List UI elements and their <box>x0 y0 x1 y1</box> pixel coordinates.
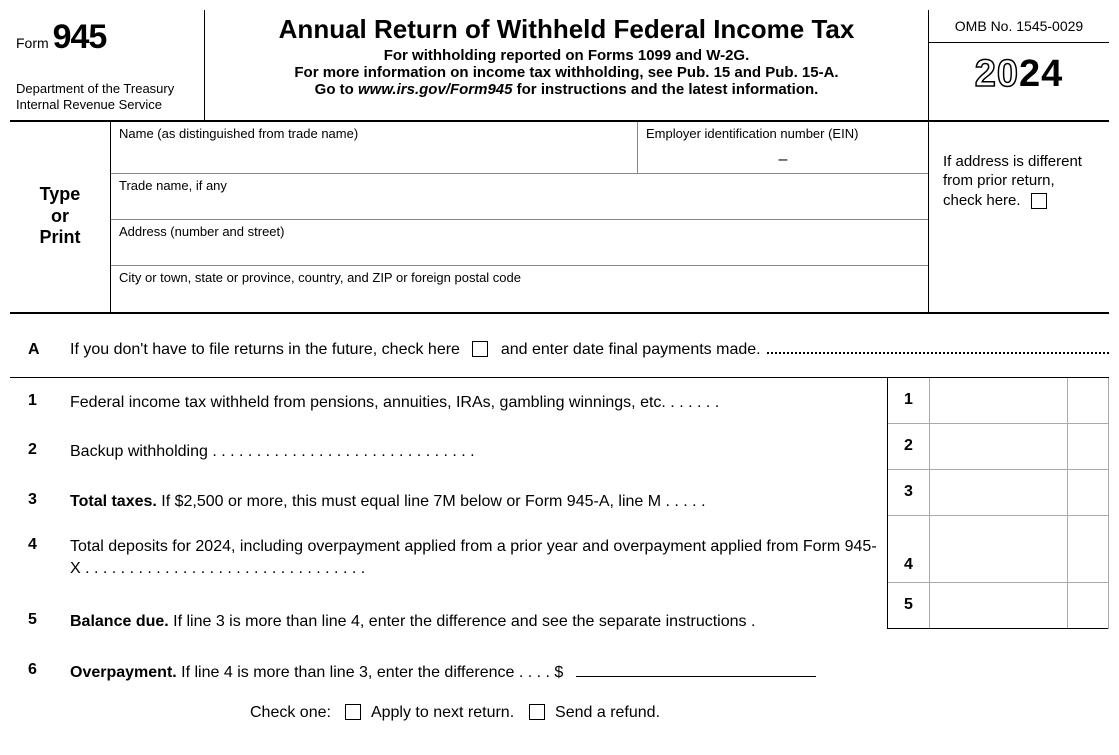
dept-line1: Department of the Treasury <box>16 81 198 97</box>
line-a-pre: If you don't have to file returns in the… <box>70 341 460 358</box>
type-or-print-label: TypeorPrint <box>10 122 110 312</box>
subtitle-1: For withholding reported on Forms 1099 a… <box>215 47 918 64</box>
check-one-label: Check one: <box>250 704 331 721</box>
apply-next-return-checkbox[interactable] <box>345 704 361 720</box>
form-header: Form 945 Department of the Treasury Inte… <box>10 10 1109 122</box>
city-field[interactable]: City or town, state or province, country… <box>111 266 928 312</box>
overpayment-blank[interactable] <box>576 661 816 677</box>
amount-value-1[interactable] <box>930 378 1068 423</box>
line-a-checkbox[interactable] <box>472 341 488 357</box>
amount-value-5[interactable] <box>930 583 1068 628</box>
amount-cell-5: 5 <box>888 583 1108 629</box>
ein-field[interactable]: Employer identification number (EIN) – <box>638 122 928 173</box>
form-number: 945 <box>53 18 107 56</box>
header-mid: Annual Return of Withheld Federal Income… <box>205 10 929 120</box>
amount-cell-3: 3 <box>888 470 1108 516</box>
line-4-num: 4 <box>10 536 70 554</box>
send-refund-label: Send a refund. <box>555 704 660 721</box>
amount-value-4[interactable] <box>930 516 1068 582</box>
line-3-num: 3 <box>10 491 70 509</box>
form-title: Annual Return of Withheld Federal Income… <box>215 14 918 45</box>
address-different-checkbox[interactable] <box>1031 193 1047 209</box>
apply-next-return-label: Apply to next return. <box>371 704 514 721</box>
amount-num-3: 3 <box>888 470 930 515</box>
send-refund-checkbox[interactable] <box>529 704 545 720</box>
amount-value-3[interactable] <box>930 470 1068 515</box>
amount-num-1: 1 <box>888 378 930 423</box>
city-label: City or town, state or province, country… <box>119 270 521 285</box>
amount-cents-1[interactable] <box>1068 378 1108 423</box>
address-field[interactable]: Address (number and street) <box>111 220 928 266</box>
line-a: A If you don't have to file returns in t… <box>10 314 1109 378</box>
trade-name-label: Trade name, if any <box>119 178 227 193</box>
amount-cell-1: 1 <box>888 378 1108 424</box>
line-a-post: and enter date final payments made. <box>501 341 761 358</box>
identity-block: TypeorPrint Name (as distinguished from … <box>10 122 1109 314</box>
ein-label: Employer identification number (EIN) <box>646 126 858 141</box>
name-label: Name (as distinguished from trade name) <box>119 126 358 141</box>
amount-cell-2: 2 <box>888 424 1108 470</box>
dept-block: Department of the Treasury Internal Reve… <box>16 81 198 114</box>
amount-num-2: 2 <box>888 424 930 469</box>
year-suffix: 24 <box>1019 53 1063 95</box>
line-6-text: Overpayment. If line 4 is more than line… <box>70 664 563 681</box>
omb-number: OMB No. 1545-0029 <box>929 10 1109 43</box>
check-one-row: Check one: Apply to next return. Send a … <box>10 698 1109 732</box>
identity-fields: Name (as distinguished from trade name) … <box>110 122 929 312</box>
amount-value-2[interactable] <box>930 424 1068 469</box>
address-different-text: If address is different from prior retur… <box>943 153 1082 209</box>
subtitle-2: For more information on income tax withh… <box>215 64 918 81</box>
form-945: Form 945 Department of the Treasury Inte… <box>10 10 1109 732</box>
amount-cents-2[interactable] <box>1068 424 1108 469</box>
line-6-desc: Overpayment. If line 4 is more than line… <box>70 661 1109 684</box>
lines-block: 1 2 3 4 5 <box>10 378 1109 698</box>
line-a-text: If you don't have to file returns in the… <box>70 341 761 359</box>
line-2-num: 2 <box>10 441 70 459</box>
amount-column: 1 2 3 4 5 <box>887 378 1109 629</box>
amount-num-4: 4 <box>888 516 930 582</box>
header-left: Form 945 Department of the Treasury Inte… <box>10 10 205 120</box>
trade-name-field[interactable]: Trade name, if any <box>111 174 928 220</box>
amount-cents-4[interactable] <box>1068 516 1108 582</box>
amount-cents-3[interactable] <box>1068 470 1108 515</box>
name-field[interactable]: Name (as distinguished from trade name) <box>111 122 638 173</box>
header-right: OMB No. 1545-0029 2024 <box>929 10 1109 120</box>
type-or-print-text: TypeorPrint <box>39 184 80 249</box>
subtitle-3-post: for instructions and the latest informat… <box>512 81 818 98</box>
dept-line2: Internal Revenue Service <box>16 97 198 113</box>
line-1-num: 1 <box>10 392 70 410</box>
subtitle-3-url: www.irs.gov/Form945 <box>358 81 513 98</box>
line-a-letter: A <box>10 341 70 359</box>
amount-cents-5[interactable] <box>1068 583 1108 628</box>
subtitle-3-pre: Go to <box>315 81 358 98</box>
year-prefix: 20 <box>975 53 1019 95</box>
address-label: Address (number and street) <box>119 224 284 239</box>
address-different-block: If address is different from prior retur… <box>929 122 1109 312</box>
tax-year: 2024 <box>929 43 1109 96</box>
line-6: 6 Overpayment. If line 4 is more than li… <box>10 647 1109 698</box>
line-6-num: 6 <box>10 661 70 679</box>
line-a-date-blank[interactable] <box>767 338 1109 354</box>
ein-dash: – <box>646 141 920 169</box>
line-5-num: 5 <box>10 611 70 629</box>
amount-num-5: 5 <box>888 583 930 628</box>
subtitle-3: Go to www.irs.gov/Form945 for instructio… <box>215 81 918 98</box>
amount-cell-4: 4 <box>888 516 1108 583</box>
form-word: Form <box>16 35 49 51</box>
